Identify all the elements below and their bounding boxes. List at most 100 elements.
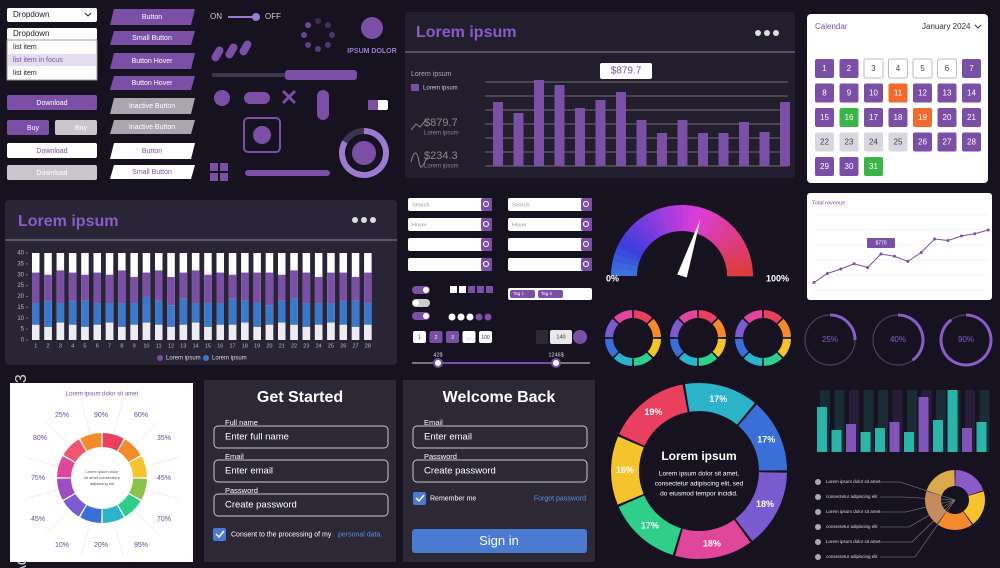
day-cell xyxy=(839,59,859,78)
toggle-fill xyxy=(368,100,378,110)
day-cell xyxy=(962,132,981,152)
label: $879.7 xyxy=(424,117,458,129)
label: 19% xyxy=(644,407,662,417)
button xyxy=(110,98,195,114)
day-number: 11 xyxy=(894,89,903,98)
stack-segment xyxy=(167,305,175,327)
radial-segment xyxy=(128,456,147,478)
text-input xyxy=(213,493,389,517)
day-cell xyxy=(888,108,908,127)
day-cell xyxy=(913,132,932,152)
counter-field xyxy=(550,330,572,344)
label: Password xyxy=(424,452,457,461)
day-number: 31 xyxy=(869,162,878,171)
bar xyxy=(575,108,585,166)
label: Inactive Button xyxy=(129,124,175,131)
bar-3d xyxy=(904,432,914,452)
stack-segment xyxy=(81,300,89,327)
loader-dot xyxy=(324,22,331,29)
stack-segment xyxy=(327,272,335,304)
day-number: 7 xyxy=(969,64,974,73)
label: 100 xyxy=(481,335,490,341)
day-number: 29 xyxy=(820,162,829,171)
x-tick-label: 23 xyxy=(303,343,309,349)
bar-shadow xyxy=(892,390,903,452)
revenue-line xyxy=(813,229,989,283)
ring-segment xyxy=(613,352,633,366)
tag xyxy=(538,290,563,298)
checkbox xyxy=(468,286,475,293)
bar xyxy=(595,100,606,166)
stack-segment xyxy=(191,270,200,304)
day-number: 9 xyxy=(847,89,852,98)
ring-segment xyxy=(698,310,718,324)
spoke xyxy=(146,457,180,467)
day-number: 30 xyxy=(845,162,854,171)
loader-dot xyxy=(329,32,335,38)
spoke xyxy=(134,510,159,535)
lens xyxy=(483,241,489,247)
ring-segment xyxy=(647,318,661,338)
spoke xyxy=(81,400,91,434)
bar xyxy=(636,120,647,166)
y-tick-label: 35 xyxy=(17,261,24,267)
menu-dot xyxy=(755,30,761,36)
bar-3d xyxy=(976,422,987,452)
day-number: 28 xyxy=(967,138,976,147)
menu-dot xyxy=(764,30,770,36)
grid-icon xyxy=(210,163,218,171)
label: list item in focus xyxy=(13,57,63,64)
stack-segment xyxy=(302,326,311,340)
text-input xyxy=(213,425,389,449)
button xyxy=(110,31,195,45)
gauge-arc xyxy=(634,218,656,243)
day-cell xyxy=(888,83,908,103)
day-cell xyxy=(864,157,883,176)
sign-in-button[interactable] xyxy=(412,529,587,553)
day-cell xyxy=(815,108,834,127)
stack-segment xyxy=(44,326,52,340)
stack-segment xyxy=(253,303,261,327)
label: Search xyxy=(412,202,429,208)
checkbox xyxy=(413,492,426,505)
stack-segment xyxy=(302,272,311,304)
stack-segment xyxy=(81,326,89,340)
label: Buy xyxy=(75,125,88,132)
label: Lorem ipsum xyxy=(661,449,736,463)
stack-segment xyxy=(105,322,114,340)
gauge-arc xyxy=(624,228,649,250)
revenue-point xyxy=(933,237,937,241)
stack-segment xyxy=(142,296,151,323)
x-tick-label: 12 xyxy=(168,343,174,349)
counter-minus xyxy=(536,330,548,344)
gauge-arc xyxy=(704,214,725,240)
label: 90% xyxy=(958,335,974,344)
label: Full name xyxy=(225,418,258,427)
stack-segment xyxy=(155,270,163,301)
stack-segment xyxy=(32,324,40,340)
label: Enter email xyxy=(424,432,472,443)
stack-segment xyxy=(118,326,126,340)
day-number: 21 xyxy=(967,113,976,122)
bar xyxy=(534,80,544,166)
slider-track xyxy=(212,73,332,77)
gauge-arc xyxy=(723,247,750,263)
gauge-arc xyxy=(725,261,753,272)
label: Consent to the processing of my xyxy=(231,531,332,538)
label: Button Hover xyxy=(132,58,174,65)
x-tick-label: 27 xyxy=(352,343,358,349)
x-tick-label: 25 xyxy=(328,343,334,349)
label: 1 xyxy=(418,335,421,341)
y-tick-label: 15 xyxy=(17,305,24,311)
page-button xyxy=(429,331,443,343)
label: Download xyxy=(36,100,67,107)
ring-segment xyxy=(743,352,763,366)
gauge-arc xyxy=(720,240,748,259)
bar-3d xyxy=(889,422,900,452)
progress-arc xyxy=(897,313,925,362)
donut-segment xyxy=(737,404,787,472)
x-tick-label: 15 xyxy=(205,343,211,349)
gauge-arc xyxy=(724,254,752,268)
revenue-point xyxy=(973,232,977,236)
download-button xyxy=(7,165,97,180)
